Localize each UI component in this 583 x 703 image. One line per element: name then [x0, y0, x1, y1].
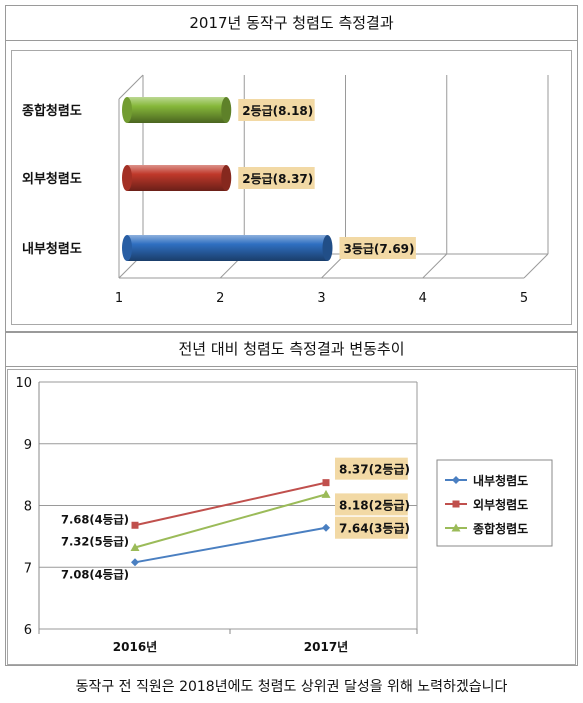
series-line	[134, 481, 327, 527]
data-label-box	[238, 167, 315, 189]
data-label-box	[238, 99, 315, 121]
top-chart-title: 2017년 동작구 청렴도 측정결과	[6, 6, 577, 41]
y-tick-label: 10	[15, 376, 32, 391]
footer-message: 동작구 전 직원은 2018년에도 청렴도 상위권 달성을 위해 노력하겠습니다	[75, 679, 508, 695]
line-chart-area: 6 7 8 9 10 2016년 2017년 7.08(4등급) 7.68(4등급) 7.32(5…	[7, 369, 576, 665]
y-tick-label: 8	[24, 500, 32, 515]
y-tick-label: 6	[24, 623, 32, 638]
x-tick-label: 4	[419, 291, 427, 306]
legend-marker	[451, 523, 461, 532]
bottom-panel: 전년 대비 청렴도 측정결과 변동추이 6 7 8 9 10 2016년 2017년 7.08…	[5, 332, 578, 666]
bar-chart: 1 2 3 4 5 종합청렴도 2등급(8.18) 외부청렴도 2등급(8.37) 내부청렴도 3등…	[22, 74, 549, 306]
series-line	[134, 526, 327, 564]
x-tick-label: 3	[317, 291, 325, 306]
data-label: 7.08(4등급)	[61, 567, 129, 581]
series-point	[131, 521, 139, 529]
y-tick-label: 7	[24, 561, 32, 576]
data-label: 8.18(2등급)	[339, 498, 410, 512]
category-label: 종합청렴도	[22, 103, 82, 119]
data-label: 2등급(8.37)	[242, 172, 313, 186]
data-label-box	[335, 457, 408, 480]
bar-2-cap	[221, 165, 232, 191]
series-line	[134, 493, 327, 549]
bar-1-base	[122, 97, 132, 123]
category-label: 외부청렴도	[22, 171, 82, 187]
legend-entry: 종합청렴도	[473, 521, 528, 536]
legend-marker	[452, 500, 460, 508]
series-point	[321, 489, 331, 498]
floor-grid-line	[523, 253, 549, 279]
y-tick-label: 9	[24, 438, 32, 453]
x-tick-label: 2016년	[113, 640, 157, 654]
data-label-box	[339, 237, 416, 259]
legend-marker	[452, 476, 460, 484]
x-tick-label: 2017년	[304, 640, 348, 654]
data-label-box	[335, 516, 408, 539]
x-tick-label: 2	[216, 291, 224, 306]
bar-3	[127, 235, 328, 261]
series-point	[322, 479, 330, 487]
series-point	[322, 523, 330, 532]
data-label: 7.64(3등급)	[339, 522, 410, 536]
legend-entry: 내부청렴도	[473, 473, 528, 488]
x-tick-label: 5	[520, 291, 528, 306]
line-chart-title: 전년 대비 청렴도 측정결과 변동추이	[6, 333, 577, 367]
legend-entry: 외부청렴도	[473, 497, 528, 512]
x-tick-label: 1	[115, 291, 123, 306]
bar-1	[127, 97, 227, 123]
data-label: 3등급(7.69)	[344, 242, 415, 256]
data-label: 7.68(4등급)	[61, 512, 129, 526]
data-label: 7.32(5등급)	[61, 534, 129, 548]
bar-2-base	[122, 165, 132, 191]
bar-2	[127, 165, 227, 191]
bar-3-base	[122, 235, 132, 261]
top-panel: 2017년 동작구 청렴도 측정결과 1 2 3 4 5 종합청렴도 2등급(8.18) 외부…	[5, 5, 578, 332]
series-point	[131, 558, 139, 567]
data-label: 8.37(2등급)	[339, 463, 410, 477]
bar-1-cap	[221, 97, 232, 123]
floor-grid-line	[422, 253, 448, 279]
line-chart: 6 7 8 9 10 2016년 2017년 7.08(4등급) 7.68(4등급) 7.32(5…	[15, 376, 553, 654]
side-wall-top	[118, 74, 144, 100]
data-label: 2등급(8.18)	[242, 104, 313, 118]
data-label-box	[335, 493, 408, 516]
bar-3-cap	[322, 235, 333, 261]
bar-chart-area: 1 2 3 4 5 종합청렴도 2등급(8.18) 외부청렴도 2등급(8.37) 내부청렴도 3등…	[11, 50, 572, 325]
series-point	[130, 542, 140, 551]
category-label: 내부청렴도	[22, 241, 82, 257]
